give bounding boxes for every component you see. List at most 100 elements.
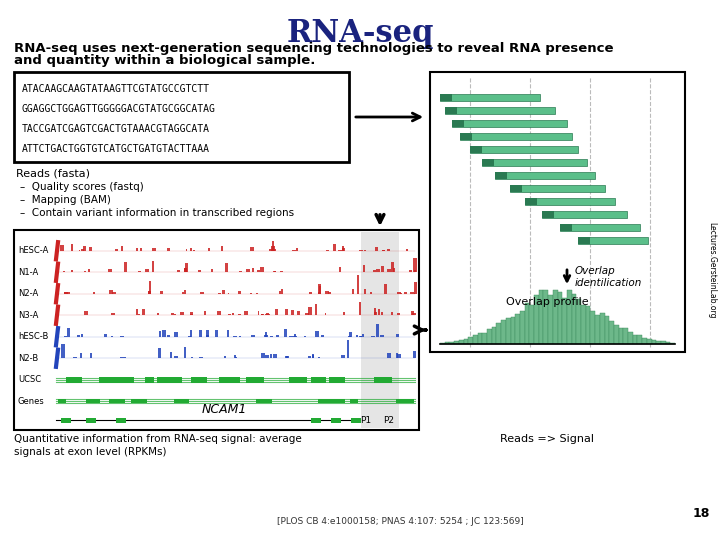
Bar <box>66 377 82 383</box>
Bar <box>359 302 361 315</box>
Bar <box>145 377 154 383</box>
Bar <box>158 348 161 358</box>
Bar <box>89 353 92 358</box>
Bar <box>445 106 555 113</box>
Text: N2-A: N2-A <box>18 289 38 298</box>
Bar <box>138 271 141 272</box>
Bar <box>156 313 158 315</box>
Bar <box>413 271 416 272</box>
Bar <box>633 335 637 344</box>
Bar <box>464 339 468 344</box>
Bar <box>184 347 186 358</box>
Bar <box>378 309 379 315</box>
Text: –  Contain variant information in transcribed regions: – Contain variant information in transcr… <box>20 208 294 218</box>
Bar <box>404 292 408 294</box>
Bar <box>81 249 84 251</box>
Bar <box>376 324 379 337</box>
Bar <box>167 248 170 251</box>
Bar <box>387 269 391 272</box>
Text: and quantity within a biological sample.: and quantity within a biological sample. <box>14 54 315 67</box>
Bar <box>305 336 306 337</box>
Bar <box>449 342 454 344</box>
Bar <box>73 357 76 358</box>
Bar <box>325 399 343 403</box>
Bar <box>647 339 652 344</box>
Bar <box>251 293 252 294</box>
Bar <box>152 261 153 272</box>
Bar <box>192 377 207 383</box>
Bar <box>374 312 377 315</box>
Bar <box>174 314 176 315</box>
Bar <box>387 354 391 358</box>
Bar <box>184 268 187 272</box>
Bar <box>174 399 186 403</box>
Bar <box>382 312 384 315</box>
Bar <box>347 340 348 358</box>
Bar <box>104 334 107 337</box>
Bar <box>548 295 553 344</box>
Bar <box>238 336 241 337</box>
Bar <box>289 336 292 337</box>
Bar <box>122 377 135 383</box>
Bar <box>293 336 297 337</box>
Bar <box>190 312 194 315</box>
Bar <box>189 248 192 251</box>
Bar <box>661 341 665 344</box>
Bar <box>311 377 326 383</box>
Bar <box>88 269 90 272</box>
Bar <box>60 245 63 251</box>
Bar <box>265 332 267 337</box>
Bar <box>505 318 510 344</box>
Text: UCSC: UCSC <box>18 375 41 384</box>
Bar <box>348 336 351 337</box>
Bar <box>285 356 287 358</box>
Bar <box>115 248 118 251</box>
Bar <box>274 309 278 315</box>
Bar <box>567 290 572 344</box>
Bar <box>321 335 324 337</box>
Text: P2: P2 <box>384 416 395 425</box>
Bar <box>280 271 283 272</box>
Bar <box>244 312 248 315</box>
Bar <box>64 292 68 294</box>
Bar <box>359 336 361 337</box>
Bar <box>440 343 445 344</box>
Bar <box>412 313 415 315</box>
Bar <box>618 328 624 344</box>
Text: N2-B: N2-B <box>18 354 38 363</box>
Bar <box>325 313 326 315</box>
Bar <box>440 93 540 100</box>
Bar <box>609 321 614 344</box>
Bar <box>71 270 73 272</box>
Bar <box>460 132 572 139</box>
Bar <box>265 355 269 358</box>
Bar <box>516 314 520 344</box>
Bar <box>232 313 234 315</box>
Bar <box>440 93 452 100</box>
Bar <box>311 418 321 423</box>
Bar <box>218 293 221 294</box>
Text: ATTCTGACTGGTGTCATGCTGATGTACTTAAA: ATTCTGACTGGTGTCATGCTGATGTACTTAAA <box>22 144 210 154</box>
Bar <box>185 264 189 272</box>
Bar <box>86 399 95 403</box>
Bar <box>235 357 238 358</box>
Bar <box>560 224 640 231</box>
Bar <box>352 289 354 294</box>
Bar <box>258 310 259 315</box>
Bar <box>121 246 123 251</box>
Bar <box>292 250 296 251</box>
Bar <box>117 377 125 383</box>
Bar <box>397 399 414 403</box>
Bar <box>238 271 242 272</box>
Bar <box>131 399 147 403</box>
Bar <box>58 399 66 403</box>
Bar <box>138 399 146 403</box>
Bar <box>265 314 267 315</box>
Bar <box>363 265 365 272</box>
Bar <box>228 377 240 383</box>
Bar <box>289 377 307 383</box>
Bar <box>264 334 268 337</box>
Bar <box>184 268 187 272</box>
Bar <box>14 72 349 162</box>
Text: Reads (fasta): Reads (fasta) <box>16 168 90 178</box>
